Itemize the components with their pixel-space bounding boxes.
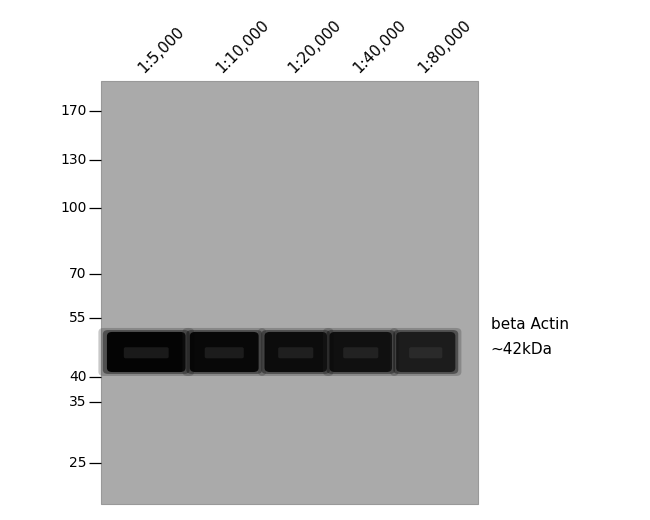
FancyBboxPatch shape <box>183 328 266 376</box>
Text: 1:40,000: 1:40,000 <box>350 17 409 76</box>
FancyBboxPatch shape <box>396 332 455 372</box>
FancyBboxPatch shape <box>343 347 378 358</box>
Text: 25: 25 <box>69 457 86 471</box>
Text: 170: 170 <box>60 104 86 118</box>
FancyBboxPatch shape <box>393 330 458 374</box>
FancyBboxPatch shape <box>323 328 398 376</box>
Text: 1:80,000: 1:80,000 <box>415 17 474 76</box>
FancyBboxPatch shape <box>190 332 259 372</box>
Text: 35: 35 <box>69 395 86 409</box>
FancyBboxPatch shape <box>265 332 327 372</box>
Text: 1:20,000: 1:20,000 <box>285 17 344 76</box>
Text: 100: 100 <box>60 201 86 215</box>
Text: 130: 130 <box>60 153 86 167</box>
Text: beta Actin: beta Actin <box>491 317 569 332</box>
FancyBboxPatch shape <box>205 347 244 358</box>
Text: 40: 40 <box>69 370 86 384</box>
Text: 1:5,000: 1:5,000 <box>136 24 187 76</box>
Text: 55: 55 <box>69 311 86 326</box>
Bar <box>101 81 478 504</box>
FancyBboxPatch shape <box>187 330 262 374</box>
FancyBboxPatch shape <box>258 328 333 376</box>
Text: 1:10,000: 1:10,000 <box>214 17 272 76</box>
FancyBboxPatch shape <box>124 347 169 358</box>
FancyBboxPatch shape <box>98 328 194 376</box>
FancyBboxPatch shape <box>390 328 462 376</box>
FancyBboxPatch shape <box>103 330 190 374</box>
FancyBboxPatch shape <box>330 332 392 372</box>
FancyBboxPatch shape <box>410 347 443 358</box>
FancyBboxPatch shape <box>278 347 313 358</box>
FancyBboxPatch shape <box>261 330 330 374</box>
FancyBboxPatch shape <box>326 330 395 374</box>
Text: ~42kDa: ~42kDa <box>491 342 552 357</box>
FancyBboxPatch shape <box>107 332 186 372</box>
Text: 70: 70 <box>69 267 86 281</box>
